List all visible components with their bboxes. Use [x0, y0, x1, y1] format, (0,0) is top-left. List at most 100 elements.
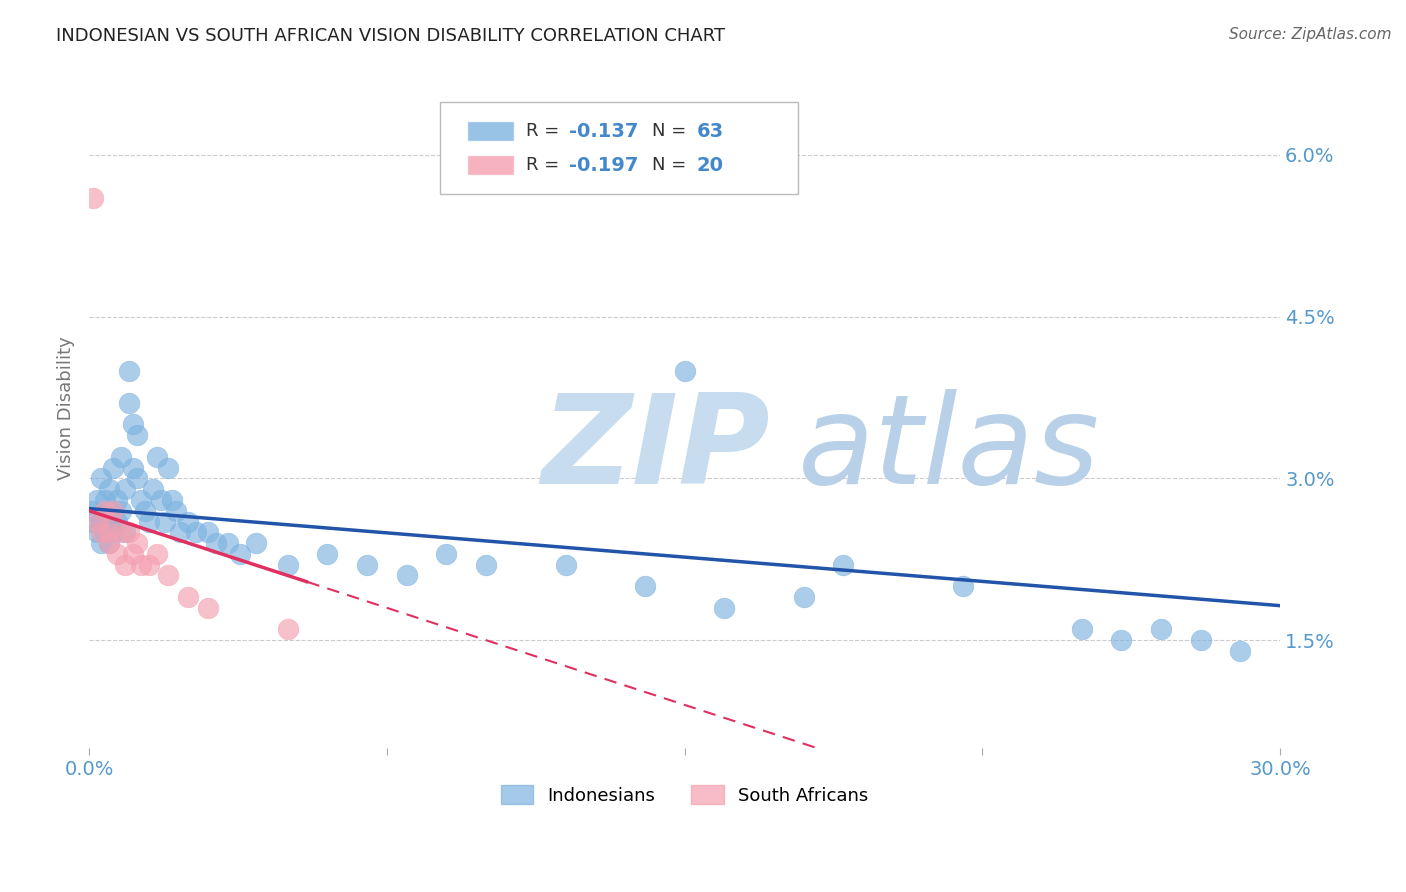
Point	[713, 600, 735, 615]
Point	[118, 396, 141, 410]
Text: N =: N =	[652, 156, 692, 174]
Text: ZIP: ZIP	[541, 389, 770, 509]
Text: R =: R =	[526, 122, 565, 140]
Point	[197, 600, 219, 615]
Point	[118, 525, 141, 540]
Point	[149, 492, 172, 507]
Point	[94, 492, 117, 507]
Point	[90, 536, 112, 550]
Point	[114, 558, 136, 572]
Point	[793, 590, 815, 604]
Point	[90, 525, 112, 540]
Text: R =: R =	[526, 156, 565, 174]
Point	[952, 579, 974, 593]
Point	[94, 504, 117, 518]
Text: atlas: atlas	[797, 389, 1099, 509]
Point	[97, 515, 120, 529]
Legend: Indonesians, South Africans: Indonesians, South Africans	[492, 776, 877, 814]
Point	[97, 536, 120, 550]
Point	[1070, 623, 1092, 637]
Point	[121, 547, 143, 561]
Point	[475, 558, 498, 572]
Point	[86, 492, 108, 507]
Text: N =: N =	[652, 122, 692, 140]
Point	[121, 460, 143, 475]
Point	[86, 515, 108, 529]
Point	[634, 579, 657, 593]
Point	[134, 504, 156, 518]
Point	[162, 492, 184, 507]
Point	[165, 504, 187, 518]
Point	[101, 504, 124, 518]
Point	[118, 363, 141, 377]
Point	[186, 525, 208, 540]
Point	[105, 547, 128, 561]
Text: -0.137: -0.137	[569, 121, 638, 141]
Point	[97, 525, 120, 540]
Point	[217, 536, 239, 550]
Text: INDONESIAN VS SOUTH AFRICAN VISION DISABILITY CORRELATION CHART: INDONESIAN VS SOUTH AFRICAN VISION DISAB…	[56, 27, 725, 45]
Point	[105, 492, 128, 507]
Point	[316, 547, 339, 561]
Point	[153, 515, 176, 529]
Point	[205, 536, 228, 550]
Point	[356, 558, 378, 572]
Point	[125, 536, 148, 550]
Point	[125, 471, 148, 485]
Point	[157, 568, 180, 582]
Y-axis label: Vision Disability: Vision Disability	[58, 336, 75, 480]
Point	[90, 471, 112, 485]
Point	[110, 525, 132, 540]
Point	[673, 363, 696, 377]
FancyBboxPatch shape	[467, 155, 515, 175]
Point	[82, 504, 104, 518]
Point	[114, 525, 136, 540]
Point	[1189, 633, 1212, 648]
Point	[157, 460, 180, 475]
FancyBboxPatch shape	[440, 103, 797, 194]
Point	[1150, 623, 1173, 637]
Point	[94, 525, 117, 540]
Point	[142, 482, 165, 496]
Point	[121, 417, 143, 432]
Point	[395, 568, 418, 582]
Point	[101, 525, 124, 540]
Point	[434, 547, 457, 561]
Point	[177, 590, 200, 604]
Point	[138, 515, 160, 529]
FancyBboxPatch shape	[467, 120, 515, 141]
Point	[277, 623, 299, 637]
Point	[114, 482, 136, 496]
Point	[110, 450, 132, 464]
Text: 63: 63	[696, 121, 724, 141]
Point	[229, 547, 252, 561]
Point	[145, 547, 167, 561]
Point	[145, 450, 167, 464]
Point	[97, 482, 120, 496]
Point	[101, 504, 124, 518]
Point	[197, 525, 219, 540]
Text: 20: 20	[696, 155, 724, 175]
Point	[110, 504, 132, 518]
Point	[1229, 644, 1251, 658]
Point	[82, 191, 104, 205]
Point	[1111, 633, 1133, 648]
Text: Source: ZipAtlas.com: Source: ZipAtlas.com	[1229, 27, 1392, 42]
Point	[832, 558, 855, 572]
Point	[245, 536, 267, 550]
Point	[177, 515, 200, 529]
Point	[169, 525, 191, 540]
Point	[554, 558, 576, 572]
Point	[97, 536, 120, 550]
Point	[90, 515, 112, 529]
Point	[129, 492, 152, 507]
Point	[105, 515, 128, 529]
Point	[277, 558, 299, 572]
Point	[138, 558, 160, 572]
Point	[125, 428, 148, 442]
Point	[101, 460, 124, 475]
Point	[129, 558, 152, 572]
Point	[82, 515, 104, 529]
Point	[86, 525, 108, 540]
Text: -0.197: -0.197	[569, 155, 638, 175]
